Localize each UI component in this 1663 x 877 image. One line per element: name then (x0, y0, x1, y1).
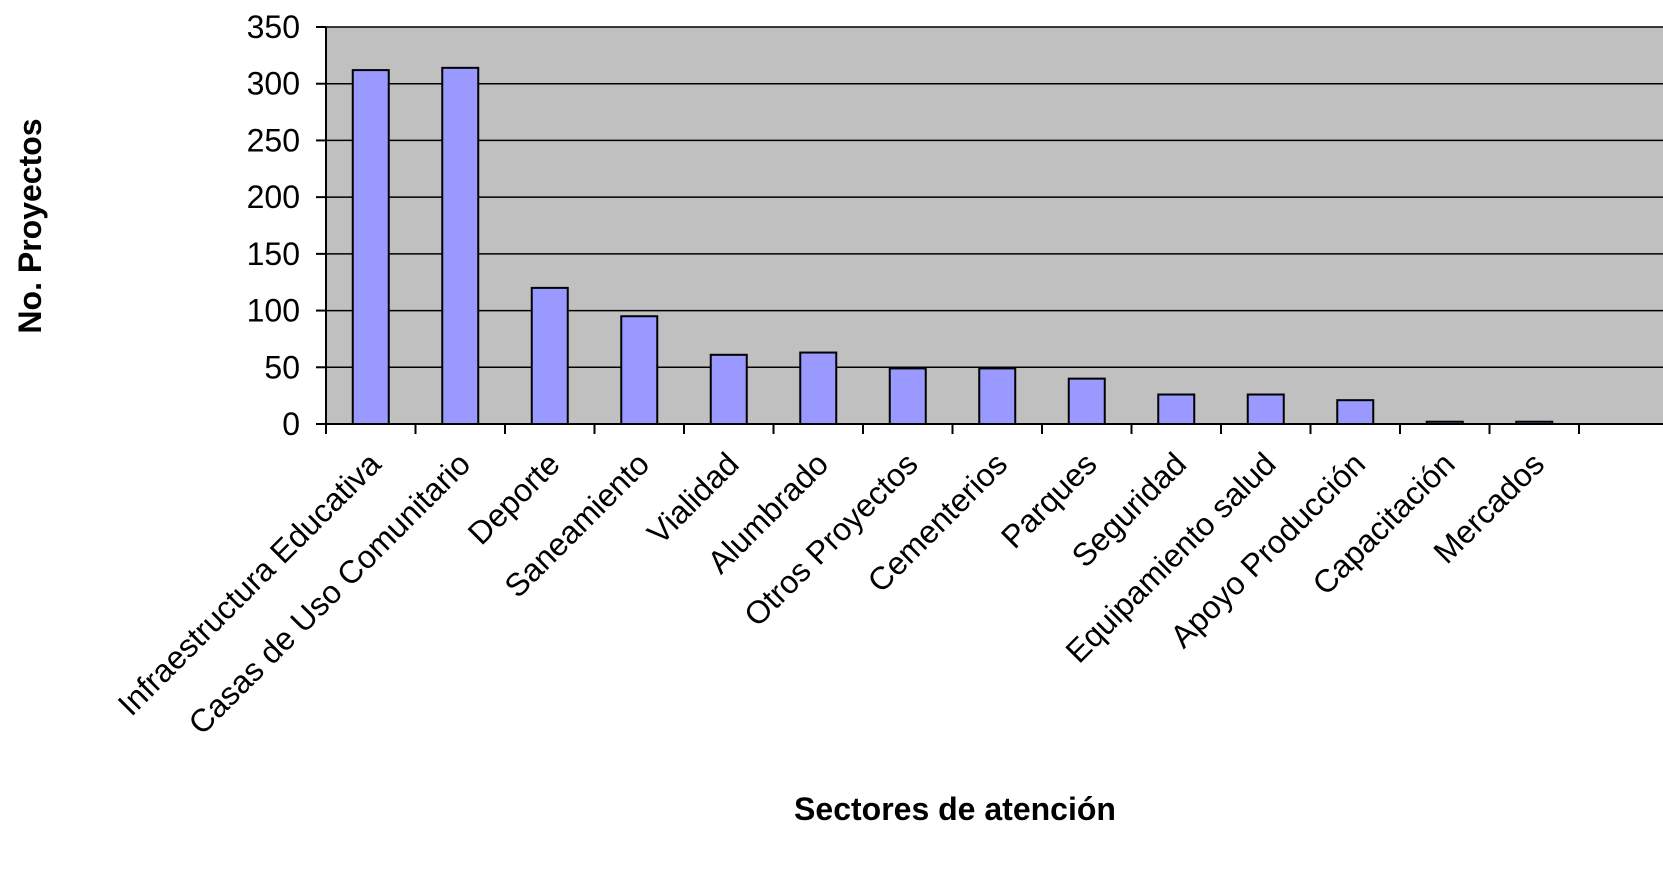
y-tick-label: 350 (247, 9, 300, 45)
y-tick-labels: 0 50 100 150 200 250 300 350 (247, 9, 300, 442)
bar (441, 66, 480, 425)
bar (1246, 393, 1285, 426)
y-tick-label: 250 (247, 122, 300, 158)
bar (888, 367, 927, 426)
y-tick-label: 100 (247, 293, 300, 329)
y-tick-label: 300 (247, 66, 300, 102)
y-axis-title: No. Proyectos (12, 118, 48, 333)
x-axis-title: Sectores de atención (794, 791, 1116, 827)
y-tick-label: 200 (247, 179, 300, 215)
bar (1157, 393, 1196, 426)
bar (351, 69, 390, 426)
y-tick-label: 0 (282, 406, 300, 442)
y-tick-label: 150 (247, 236, 300, 272)
bar (1336, 399, 1375, 425)
bar (1067, 377, 1106, 425)
bar (799, 351, 838, 426)
y-tick-label: 50 (264, 349, 300, 385)
bar (978, 367, 1017, 426)
plot-area (326, 27, 1663, 424)
bar (620, 315, 659, 425)
axes (316, 26, 1663, 434)
bar (709, 353, 748, 425)
bar (530, 286, 569, 425)
